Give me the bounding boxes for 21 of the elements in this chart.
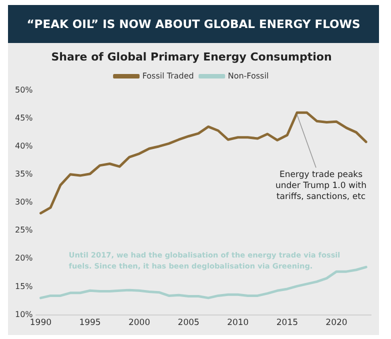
x-tick-label: 1990 bbox=[30, 318, 52, 328]
y-tick-label: 25% bbox=[15, 226, 34, 235]
x-tick-label: 2005 bbox=[178, 318, 200, 328]
x-tick-label: 2020 bbox=[326, 318, 348, 328]
y-tick-label: 30% bbox=[15, 198, 34, 207]
x-tick-label: 2000 bbox=[128, 318, 150, 328]
x-tick-label: 2015 bbox=[276, 318, 298, 328]
legend-label: Fossil Traded bbox=[142, 71, 194, 80]
legend-label: Non-Fossil bbox=[228, 71, 269, 80]
chart-subtitle: Share of Global Primary Energy Consumption bbox=[51, 50, 332, 64]
chart-title: “PEAK OIL” IS NOW ABOUT GLOBAL ENERGY FLOWS bbox=[8, 5, 379, 43]
y-tick-label: 35% bbox=[15, 170, 34, 179]
y-tick-label: 15% bbox=[15, 282, 34, 291]
y-tick-label: 45% bbox=[15, 113, 34, 122]
y-tick-label: 40% bbox=[15, 141, 34, 150]
x-tick-label: 1995 bbox=[79, 318, 101, 328]
y-tick-label: 10% bbox=[15, 310, 34, 319]
x-tick-label: 2010 bbox=[227, 318, 249, 328]
annotation: Energy trade peaks under Trump 1.0 with tariffs, sanctions, etc bbox=[275, 170, 367, 202]
y-tick-label: 50% bbox=[15, 85, 34, 94]
y-tick-label: 20% bbox=[15, 254, 34, 263]
